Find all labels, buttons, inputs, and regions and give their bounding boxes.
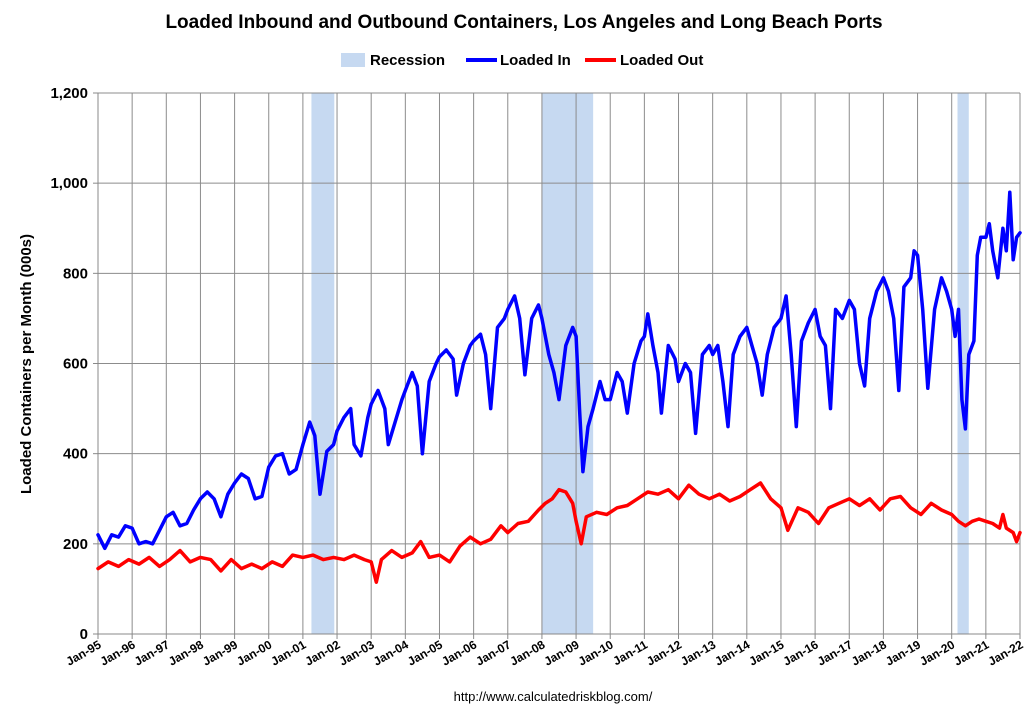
y-tick-label: 1,000	[50, 175, 88, 192]
x-tick-label: Jan-19	[883, 637, 923, 668]
y-tick-label: 0	[80, 626, 88, 643]
x-tick-label: Jan-02	[303, 637, 343, 668]
legend-swatch-recession	[341, 53, 365, 67]
x-tick-label: Jan-96	[98, 637, 138, 668]
x-tick-label: Jan-21	[951, 637, 991, 668]
x-tick-label: Jan-14	[712, 637, 752, 668]
x-tick-label: Jan-08	[507, 637, 547, 668]
legend-label-loaded-out: Loaded Out	[620, 52, 703, 69]
x-tick-label: Jan-12	[644, 637, 684, 668]
x-tick-label: Jan-05	[405, 637, 445, 668]
y-tick-label: 1,200	[50, 85, 88, 102]
x-tick-label: Jan-09	[542, 637, 582, 668]
x-tick-label: Jan-00	[234, 637, 274, 668]
x-tick-label: Jan-22	[986, 637, 1026, 668]
x-tick-label: Jan-97	[132, 637, 172, 668]
x-tick-label: Jan-16	[781, 637, 821, 668]
chart-title: Loaded Inbound and Outbound Containers, …	[165, 12, 882, 33]
legend-label-loaded-in: Loaded In	[500, 52, 571, 69]
x-tick-label: Jan-20	[917, 637, 957, 668]
series-line-loaded-in	[96, 190, 1022, 551]
y-tick-label: 200	[63, 536, 88, 553]
x-tick-label: Jan-10	[576, 637, 616, 668]
y-tick-label: 800	[63, 265, 88, 282]
y-axis-label: Loaded Containers per Month (000s)	[18, 234, 35, 494]
x-tick-label: Jan-18	[849, 637, 889, 668]
x-tick-label: Jan-03	[337, 637, 377, 668]
x-tick-label: Jan-98	[166, 637, 206, 668]
series-line-loaded-out	[96, 481, 1022, 584]
series-lines	[96, 190, 1022, 584]
source-url: http://www.calculatedriskblog.com/	[454, 689, 653, 704]
horizontal-gridlines	[93, 92, 1020, 635]
x-tick-label: Jan-01	[268, 637, 308, 668]
x-tick-label: Jan-13	[678, 637, 718, 668]
x-tick-label: Jan-04	[371, 637, 411, 668]
x-tick-label: Jan-06	[439, 637, 479, 668]
y-tick-label: 400	[63, 446, 88, 463]
x-tick-label: Jan-11	[611, 637, 651, 668]
x-tick-label: Jan-15	[747, 637, 787, 668]
axes	[97, 93, 1020, 635]
x-tick-labels: Jan-95Jan-96Jan-97Jan-98Jan-99Jan-00Jan-…	[64, 637, 1026, 668]
legend-label-recession: Recession	[370, 52, 445, 69]
x-tick-label: Jan-07	[473, 637, 513, 668]
x-tick-label: Jan-99	[200, 637, 240, 668]
y-tick-labels: 0 200 400 600 800 1,000 1,200	[50, 85, 88, 643]
y-tick-label: 600	[63, 356, 88, 373]
legend: Recession Loaded In Loaded Out	[341, 52, 703, 69]
x-tick-label: Jan-17	[815, 637, 855, 668]
